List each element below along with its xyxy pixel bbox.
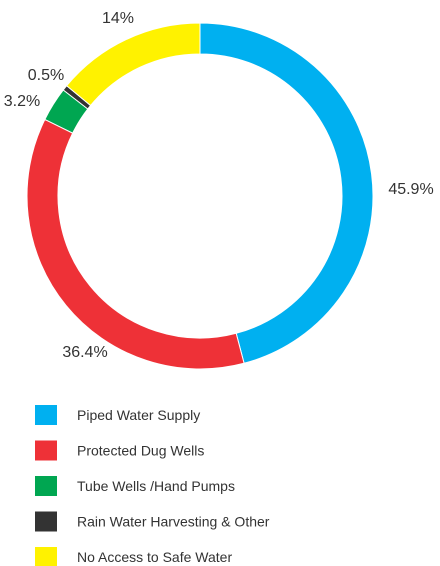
donut-slice-no-access-to-safe-water (65, 22, 201, 107)
slice-value-label: 45.9% (388, 181, 433, 198)
legend-swatch (35, 511, 57, 532)
slice-value-label: 36.4% (62, 344, 107, 361)
slice-value-label: 3.2% (4, 93, 40, 110)
donut-slice-piped-water-supply (199, 22, 374, 364)
legend-label: Piped Water Supply (77, 407, 200, 423)
legend-label: Protected Dug Wells (77, 443, 204, 459)
legend-label: No Access to Safe Water (77, 549, 232, 565)
legend-swatch (35, 440, 57, 461)
slice-value-label: 14% (102, 10, 134, 27)
donut-slice-protected-dug-wells (26, 118, 245, 370)
legend-swatch (35, 476, 57, 496)
donut-slices (26, 22, 374, 370)
slice-labels: 45.9% 36.4% 3.2% 0.5% 14% (4, 10, 434, 361)
legend-label: Tube Wells /Hand Pumps (77, 478, 235, 494)
legend-swatch (35, 405, 57, 425)
legend: Piped Water Supply Protected Dug Wells Tub… (35, 405, 270, 566)
legend-swatch (35, 547, 57, 566)
legend-label: Rain Water Harvesting & Other (77, 514, 270, 530)
slice-value-label: 0.5% (28, 67, 64, 84)
